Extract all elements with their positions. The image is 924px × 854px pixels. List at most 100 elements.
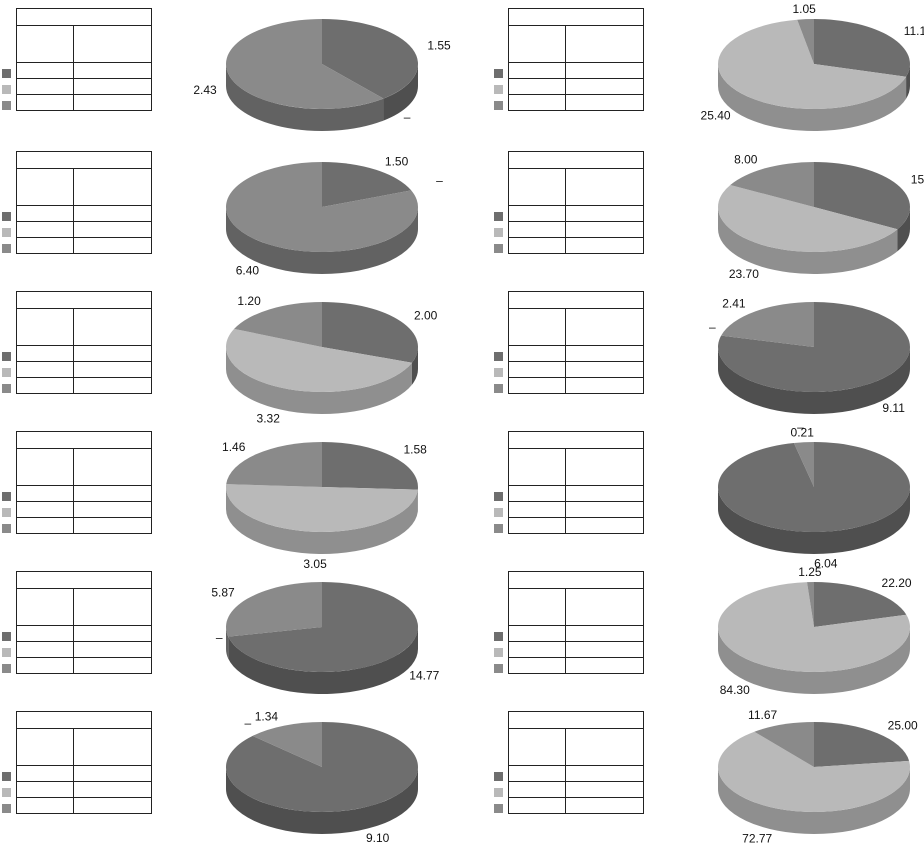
table-row <box>508 781 644 798</box>
pie-side-norma <box>897 207 910 252</box>
phase-label <box>565 728 644 766</box>
panel-8: 15.77 23.70 8.00 <box>492 151 924 293</box>
pie-slice-norma <box>322 162 412 207</box>
pie-side-norma <box>228 627 418 694</box>
legend-swatch-norma <box>2 492 11 501</box>
table-row <box>16 345 152 362</box>
legend-table <box>508 431 644 534</box>
group-label <box>73 485 152 502</box>
data-label-norma: 9.11 <box>882 401 905 415</box>
legend-table <box>508 151 644 254</box>
value-cell <box>508 62 566 79</box>
value-cell <box>508 94 566 111</box>
pie-side-melanin <box>226 64 384 131</box>
legend-table <box>16 571 152 674</box>
legend-swatch-melanin <box>2 804 11 813</box>
data-label-norma: 15.77 <box>911 172 924 186</box>
data-label-norma: 1.58 <box>404 442 428 456</box>
pie-chart: 14.77 – 5.87 <box>211 582 440 694</box>
value-cell <box>16 221 74 238</box>
pie-chart: 22.20 84.30 1.25 <box>718 565 912 697</box>
group-label <box>565 485 644 502</box>
legend-swatch-rotenon <box>494 508 503 517</box>
data-label-melanin: 1.34 <box>255 709 279 723</box>
parameter-label <box>508 448 566 486</box>
pie-side-rotenon <box>718 207 898 274</box>
value-cell <box>16 625 74 642</box>
data-label-melanin: 1.25 <box>798 565 822 579</box>
legend-swatch-norma <box>494 212 503 221</box>
data-label-rotenon: 25.40 <box>701 108 731 122</box>
value-cell <box>16 345 74 362</box>
value-cell <box>16 501 74 518</box>
value-cell <box>16 237 74 254</box>
value-cell <box>508 485 566 502</box>
panel-4: 1.58 3.05 1.46 <box>0 431 462 573</box>
group-label <box>73 625 152 642</box>
table-row <box>508 517 644 534</box>
table-row <box>16 377 152 394</box>
pie-slice-melanin <box>226 442 322 487</box>
pie-side-rotenon <box>718 627 910 694</box>
data-label-melanin: 8.00 <box>734 153 758 167</box>
panel-11: 22.20 84.30 1.25 <box>492 565 924 713</box>
legend-swatch-melanin <box>2 101 11 110</box>
table-row <box>508 221 644 238</box>
group-label <box>73 765 152 782</box>
data-label-rotenon: 3.32 <box>257 411 281 425</box>
pie-slice-norma <box>228 582 418 672</box>
legend-swatch-norma <box>2 352 11 361</box>
table-title <box>16 151 152 169</box>
value-cell <box>16 517 74 534</box>
value-cell <box>508 501 566 518</box>
pie-side-norma <box>411 347 418 385</box>
panel-9: 9.11 – 2.41 <box>492 291 924 433</box>
table-title <box>508 431 644 449</box>
value-cell <box>508 221 566 238</box>
legend-table <box>508 291 644 394</box>
legend-swatch-rotenon <box>2 368 11 377</box>
phase-label <box>565 308 644 346</box>
data-label-rotenon: – <box>797 420 804 434</box>
parameter-label <box>16 448 74 486</box>
value-cell <box>16 94 74 111</box>
table-row <box>16 205 152 222</box>
legend-swatch-norma <box>2 772 11 781</box>
table-row <box>508 62 644 79</box>
data-label-norma: 6.04 <box>814 557 838 571</box>
phase-label <box>73 25 152 63</box>
value-cell <box>508 641 566 658</box>
table-row <box>16 501 152 518</box>
data-label-rotenon: – <box>404 110 411 124</box>
table-title <box>16 571 152 589</box>
legend-table <box>508 8 644 111</box>
value-cell <box>508 361 566 378</box>
legend-swatch-rotenon <box>494 648 503 657</box>
table-row <box>16 765 152 782</box>
value-cell <box>508 765 566 782</box>
pie-chart: 9.10 – 1.34 <box>226 709 418 845</box>
pie-side-melanin <box>226 207 418 274</box>
phase-label <box>73 728 152 766</box>
table-row <box>16 641 152 658</box>
value-cell <box>16 205 74 222</box>
pie-chart: 1.58 3.05 1.46 <box>222 440 428 571</box>
pie-slice-rotenon <box>225 328 412 393</box>
pie-chart: 25.00 72.77 11.67 <box>718 708 918 845</box>
pie-chart: 1.50 – 6.40 <box>226 154 443 278</box>
table-row <box>16 221 152 238</box>
table-title <box>16 431 152 449</box>
phase-label <box>565 448 644 486</box>
group-label <box>73 237 152 254</box>
group-label <box>73 221 152 238</box>
group-label <box>565 625 644 642</box>
parameter-label <box>16 728 74 766</box>
group-label <box>73 517 152 534</box>
pie-slice-norma <box>814 162 910 230</box>
value-cell <box>16 485 74 502</box>
pie-slice-melanin <box>226 582 322 637</box>
group-label <box>73 361 152 378</box>
data-label-melanin: 2.41 <box>722 296 746 310</box>
group-label <box>73 501 152 518</box>
legend-table <box>16 431 152 534</box>
